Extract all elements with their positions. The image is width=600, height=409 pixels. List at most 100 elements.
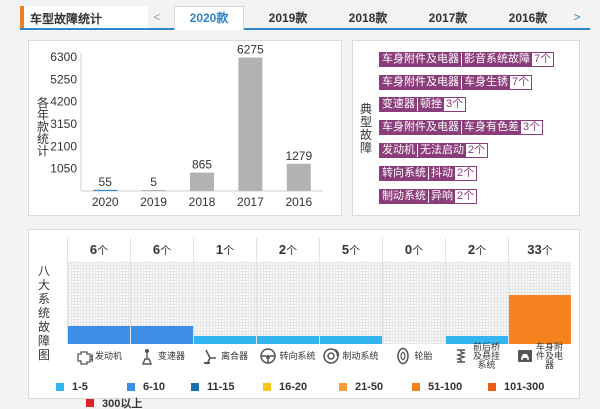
system-count-number: 0 bbox=[404, 242, 413, 257]
model-year-bar-chart: 各年款统计 1050 2100 3150 4200 5250 6300 55 2020 5 201… bbox=[28, 40, 342, 216]
typical-faults-panel: 典型故障 车身附件及电器 影音系统故障 7个 车身附件及电器 车身生锈 7个 变速器 顿挫 3个… bbox=[352, 40, 580, 216]
system-fill-bar bbox=[194, 335, 256, 344]
bar-2016[interactable] bbox=[286, 163, 311, 191]
system-name: 变速器 bbox=[157, 350, 185, 361]
system-footer[interactable]: 发动机 bbox=[67, 346, 130, 366]
fault-category: 车身附件及电器 bbox=[380, 53, 461, 66]
header-tab-bar: 车型故障统计 < 2020款 2019款 2018款 2017款 2016款 > bbox=[20, 6, 590, 30]
system-column[interactable]: 6个 bbox=[67, 238, 130, 344]
bar-chart-y-tick: 6300 bbox=[50, 50, 77, 64]
bar-2017[interactable] bbox=[238, 57, 263, 192]
system-count-number: 2 bbox=[467, 242, 476, 257]
bar-value-label: 5 bbox=[150, 175, 157, 189]
system-count-unit: 个 bbox=[541, 245, 553, 257]
system-count-unit: 个 bbox=[160, 245, 172, 257]
tab-2019[interactable]: 2019款 bbox=[268, 11, 308, 25]
fault-category: 变速器 bbox=[380, 98, 417, 111]
fault-name: 影音系统故障 bbox=[461, 53, 532, 66]
system-name: 离合器 bbox=[220, 350, 248, 361]
legend-label: 6-10 bbox=[143, 380, 166, 393]
system-footer[interactable]: 车身附件及电器 bbox=[508, 342, 571, 369]
system-count: 33个 bbox=[509, 238, 571, 262]
fault-count: 2个 bbox=[455, 167, 477, 180]
system-count-number: 33 bbox=[527, 242, 542, 257]
legend-label: 51-100 bbox=[428, 380, 463, 393]
fault-name: 异响 bbox=[428, 190, 455, 203]
fault-category: 车身附件及电器 bbox=[380, 76, 461, 89]
system-count-unit: 个 bbox=[475, 245, 487, 257]
typical-fault-item[interactable]: 制动系统 异响 2个 bbox=[379, 189, 478, 204]
system-name: 轮胎 bbox=[414, 350, 433, 361]
system-column[interactable]: 2个 bbox=[445, 238, 508, 344]
legend-label: 11-15 bbox=[207, 380, 235, 393]
legend-swatch bbox=[56, 382, 64, 391]
system-footer[interactable]: 制动系统 bbox=[319, 346, 382, 366]
typical-fault-item[interactable]: 变速器 顿挫 3个 bbox=[379, 97, 467, 112]
system-column[interactable]: 1个 bbox=[193, 238, 256, 344]
tab-2020[interactable]: 2020款 bbox=[174, 6, 244, 30]
bar-value-label: 865 bbox=[192, 158, 212, 172]
legend-item: 300以上 bbox=[86, 396, 142, 409]
system-fill-bar bbox=[68, 325, 130, 344]
legend-swatch bbox=[263, 382, 271, 391]
system-column[interactable]: 0个 bbox=[382, 238, 445, 344]
system-column[interactable]: 5个 bbox=[319, 238, 382, 344]
system-plot bbox=[509, 262, 571, 344]
typical-fault-item[interactable]: 车身附件及电器 车身生锈 7个 bbox=[379, 75, 533, 90]
bar-category-label: 2019 bbox=[140, 195, 167, 209]
system-plot bbox=[131, 262, 193, 344]
tab-2017[interactable]: 2017款 bbox=[428, 11, 468, 25]
typical-fault-item[interactable]: 发动机 无法启动 2个 bbox=[379, 143, 489, 158]
system-count-unit: 个 bbox=[223, 245, 235, 257]
system-count: 2个 bbox=[446, 238, 508, 262]
fault-category: 发动机 bbox=[380, 144, 417, 157]
bar-chart-y-tick: 3150 bbox=[50, 117, 77, 131]
legend-item: 101-300 bbox=[488, 380, 544, 393]
system-fill-bar bbox=[446, 335, 508, 344]
system-footer[interactable]: 轮胎 bbox=[382, 346, 445, 366]
system-plot bbox=[383, 262, 445, 344]
typical-fault-item[interactable]: 转向系统 抖动 2个 bbox=[379, 166, 478, 181]
system-footer[interactable]: 前后桥及悬挂系统 bbox=[445, 342, 508, 369]
bar-2018[interactable] bbox=[190, 172, 214, 191]
system-count: 6个 bbox=[68, 238, 130, 262]
system-footer[interactable]: 离合器 bbox=[193, 346, 256, 366]
system-column[interactable]: 2个 bbox=[256, 238, 319, 344]
system-count: 5个 bbox=[320, 238, 382, 262]
brake-disc-icon bbox=[323, 348, 340, 364]
system-count-number: 5 bbox=[341, 242, 350, 257]
tab-2018[interactable]: 2018款 bbox=[348, 11, 388, 25]
system-name: 制动系统 bbox=[342, 350, 379, 361]
steering-wheel-icon bbox=[260, 348, 277, 364]
legend-swatch bbox=[339, 382, 347, 391]
bar-2020[interactable] bbox=[93, 189, 118, 191]
systems-ylabel: 八大系统故障图 bbox=[37, 264, 50, 362]
typical-fault-item[interactable]: 车身附件及电器 车身有色差 3个 bbox=[379, 120, 544, 135]
tab-2016[interactable]: 2016款 bbox=[508, 11, 548, 25]
bar-value-label: 55 bbox=[99, 175, 113, 189]
system-footer[interactable]: 变速器 bbox=[130, 346, 193, 366]
bar-chart-y-tick: 1050 bbox=[50, 162, 77, 176]
fault-name: 抖动 bbox=[428, 167, 455, 180]
bar-2019[interactable] bbox=[141, 190, 166, 191]
system-count-unit: 个 bbox=[412, 245, 424, 257]
fault-count: 2个 bbox=[455, 190, 477, 203]
legend-label: 101-300 bbox=[504, 380, 545, 393]
system-column[interactable]: 33个 bbox=[508, 238, 571, 344]
fault-count: 3个 bbox=[521, 121, 543, 134]
engine-icon bbox=[77, 351, 93, 365]
system-fill-bar bbox=[509, 294, 571, 344]
bar-chart-y-tick: 4200 bbox=[50, 95, 77, 109]
bar-category-label: 2018 bbox=[189, 195, 216, 209]
next-arrow-button[interactable]: > bbox=[573, 10, 581, 24]
eight-systems-panel: 八大系统故障图 6个 发动机 6个 变速器 1个 离合器 2个 转向系统 5个 制动系统 0个 轮胎 2… bbox=[28, 229, 580, 399]
prev-arrow-button[interactable]: < bbox=[153, 10, 161, 24]
typical-fault-item[interactable]: 车身附件及电器 影音系统故障 7个 bbox=[379, 52, 555, 67]
page-title: 车型故障统计 bbox=[30, 12, 103, 26]
legend-label: 16-20 bbox=[279, 380, 308, 393]
bar-chart-svg: 1050 2100 3150 4200 5250 6300 55 2020 5 2019 865 20… bbox=[50, 43, 323, 209]
legend-item: 16-20 bbox=[263, 380, 307, 393]
system-footer[interactable]: 转向系统 bbox=[256, 346, 319, 366]
legend-item: 11-15 bbox=[191, 380, 235, 393]
system-column[interactable]: 6个 bbox=[130, 238, 193, 344]
